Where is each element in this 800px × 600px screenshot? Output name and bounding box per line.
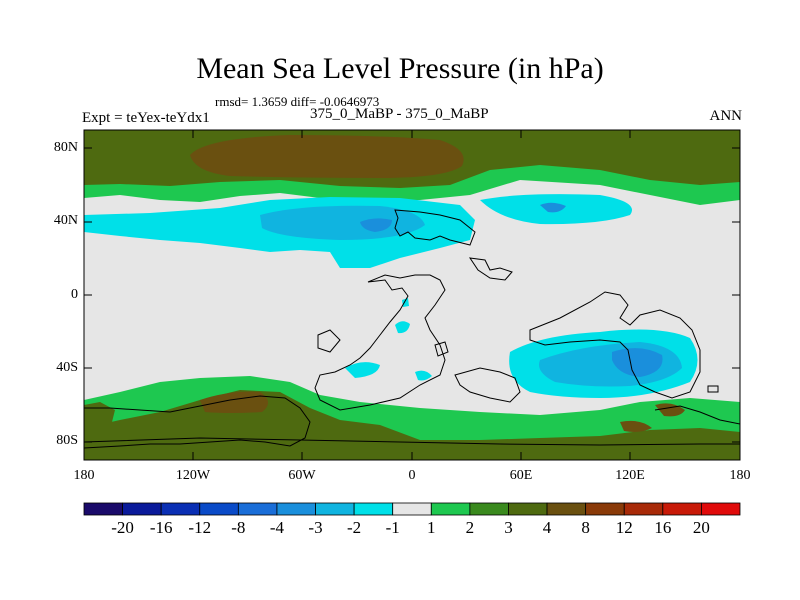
- lat-label-40n: 40N: [53, 213, 78, 228]
- lat-label-80s: 80S: [56, 433, 78, 448]
- colorbar-label: -12: [188, 518, 212, 537]
- colorbar-label: 4: [542, 518, 552, 537]
- south-brown-high-2: [620, 420, 652, 432]
- north-east-landmass-coast: [468, 257, 513, 281]
- colorbar-box: [122, 502, 162, 516]
- subtitle: 375_0_MaBP - 375_0_MaBP: [310, 106, 489, 122]
- lat-label-40s: 40S: [56, 360, 78, 375]
- south-polar-landmass-coast: [84, 395, 311, 449]
- equator-cyan-spot-2: [402, 298, 409, 307]
- colorbar-label: -1: [385, 518, 400, 537]
- sa-cyan-spot: [345, 362, 380, 378]
- colorbar-label: -4: [269, 518, 285, 537]
- colorbar-box: [353, 502, 394, 516]
- antarctic-coast: [84, 437, 740, 446]
- colorbar-label: 12: [615, 518, 633, 537]
- colorbar-label: 20: [692, 518, 710, 537]
- colorbar-label: 16: [654, 518, 672, 537]
- colorbar-box: [546, 502, 587, 516]
- colorbar-box: [508, 502, 548, 516]
- colorbar-label: -16: [149, 518, 173, 537]
- north-blue-core: [360, 218, 392, 232]
- colorbar-box: [315, 502, 355, 516]
- colorbar-box: [392, 502, 432, 516]
- lat-label-80n: 80N: [53, 140, 78, 155]
- lon-label-180e: 180: [729, 468, 751, 483]
- west-island-coast: [317, 329, 341, 353]
- colorbar: [83, 502, 741, 516]
- colorbar-box: [430, 502, 471, 516]
- colorbar-box: [662, 502, 702, 516]
- lon-label-120e: 120E: [615, 468, 645, 483]
- lon-label-120w: 120W: [175, 468, 211, 483]
- colorbar-box: [585, 502, 625, 516]
- central-island-coast: [434, 341, 449, 357]
- colorbar-box: [83, 502, 123, 516]
- north-blue-core-2: [540, 202, 566, 213]
- north-landmass-coast: [394, 209, 476, 246]
- east-antarctic-coast: [654, 405, 740, 425]
- central-landmass-coast: [314, 274, 446, 411]
- north-light-blue-low: [260, 205, 425, 240]
- small-island-coast: [707, 385, 719, 393]
- plot-title: Mean Sea Level Pressure (in hPa): [196, 52, 604, 85]
- lon-label-60w: 60W: [288, 468, 316, 483]
- colorbar-label: 3: [504, 518, 513, 537]
- colorbar-label: 2: [465, 518, 475, 537]
- lon-label-0: 0: [408, 468, 416, 483]
- south-olive-patch-west: [84, 402, 115, 432]
- lon-label-180w: 180: [73, 468, 95, 483]
- colorbar-label: -2: [347, 518, 362, 537]
- stats-text: rmsd= 1.3659 diff= -0.0646973: [215, 94, 380, 109]
- colorbar-box: [199, 502, 239, 516]
- colorbar-box: [276, 502, 316, 516]
- lat-label-0: 0: [71, 287, 78, 302]
- map-field: [84, 130, 740, 460]
- colorbar-box: [237, 502, 278, 516]
- colorbar-box: [623, 502, 664, 516]
- coastlines: [84, 209, 740, 449]
- colorbar-label: -8: [231, 518, 246, 537]
- colorbar-box: [469, 502, 509, 516]
- colorbar-box: [701, 502, 741, 516]
- colorbar-box: [160, 502, 201, 516]
- expt-label: Expt = teYex-teYdx1: [82, 110, 210, 126]
- season-label: ANN: [709, 108, 743, 124]
- north-brown-high: [190, 135, 464, 178]
- colorbar-label: -3: [308, 518, 323, 537]
- colorbar-label: -20: [111, 518, 134, 537]
- lon-label-60e: 60E: [509, 468, 533, 483]
- southeast-landmass-coast: [529, 291, 701, 399]
- south-atlantic-landmass-coast: [454, 367, 521, 403]
- axis-ticks: [84, 130, 740, 460]
- colorbar-label: 8: [581, 518, 590, 537]
- south-blue-core: [612, 348, 663, 377]
- equator-cyan-spot: [395, 321, 410, 334]
- atl-cyan-spot: [415, 370, 432, 381]
- colorbar-label: 1: [427, 518, 436, 537]
